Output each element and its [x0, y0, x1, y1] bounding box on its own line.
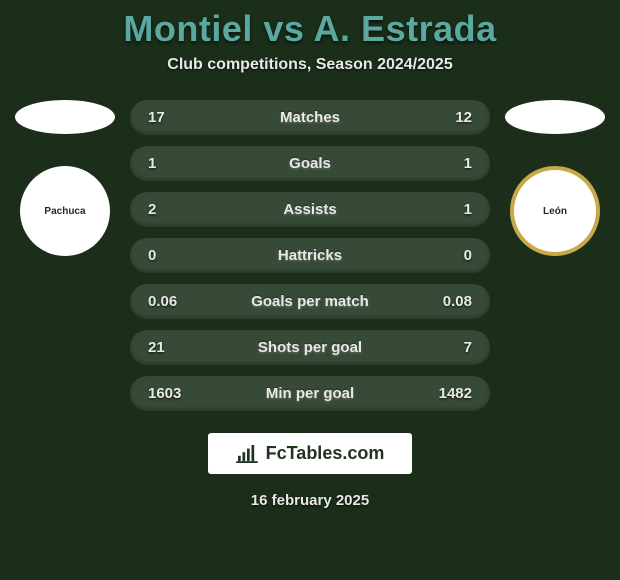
player-right-silhouette	[505, 100, 605, 134]
brand-box[interactable]: FcTables.com	[208, 433, 413, 474]
stat-row: 17 Matches 12	[130, 100, 490, 135]
stat-left-value: 0.06	[148, 293, 188, 310]
stat-left-value: 1603	[148, 385, 188, 402]
player-right-column: León	[500, 96, 610, 256]
stat-right-value: 1	[432, 155, 472, 172]
stat-row: 21 Shots per goal 7	[130, 330, 490, 365]
stat-right-value: 0.08	[432, 293, 472, 310]
stat-left-value: 0	[148, 247, 188, 264]
club-badge-right: León	[510, 166, 600, 256]
player-left-silhouette	[15, 100, 115, 134]
comparison-card: Montiel vs A. Estrada Club competitions,…	[0, 0, 620, 580]
brand-text: FcTables.com	[266, 443, 385, 464]
stat-right-value: 0	[432, 247, 472, 264]
stat-left-value: 21	[148, 339, 188, 356]
comparison-body: Pachuca 17 Matches 12 1 Goals 1 2 Assist…	[0, 96, 620, 411]
stat-right-value: 1	[432, 201, 472, 218]
stat-row: 0 Hattricks 0	[130, 238, 490, 273]
club-badge-left-label: Pachuca	[44, 206, 85, 217]
stat-right-value: 12	[432, 109, 472, 126]
stat-row: 1 Goals 1	[130, 146, 490, 181]
stat-row: 0.06 Goals per match 0.08	[130, 284, 490, 319]
page-title: Montiel vs A. Estrada	[123, 8, 496, 50]
stat-right-value: 1482	[432, 385, 472, 402]
club-badge-right-label: León	[543, 206, 567, 217]
footer-date: 16 february 2025	[251, 492, 369, 509]
stat-row: 2 Assists 1	[130, 192, 490, 227]
stats-table: 17 Matches 12 1 Goals 1 2 Assists 1 0 Ha…	[130, 100, 490, 411]
page-subtitle: Club competitions, Season 2024/2025	[167, 56, 452, 74]
stat-left-value: 2	[148, 201, 188, 218]
stat-right-value: 7	[432, 339, 472, 356]
club-badge-left: Pachuca	[20, 166, 110, 256]
stat-left-value: 1	[148, 155, 188, 172]
bar-chart-icon	[236, 445, 258, 463]
stat-left-value: 17	[148, 109, 188, 126]
player-left-column: Pachuca	[10, 96, 120, 256]
stat-row: 1603 Min per goal 1482	[130, 376, 490, 411]
